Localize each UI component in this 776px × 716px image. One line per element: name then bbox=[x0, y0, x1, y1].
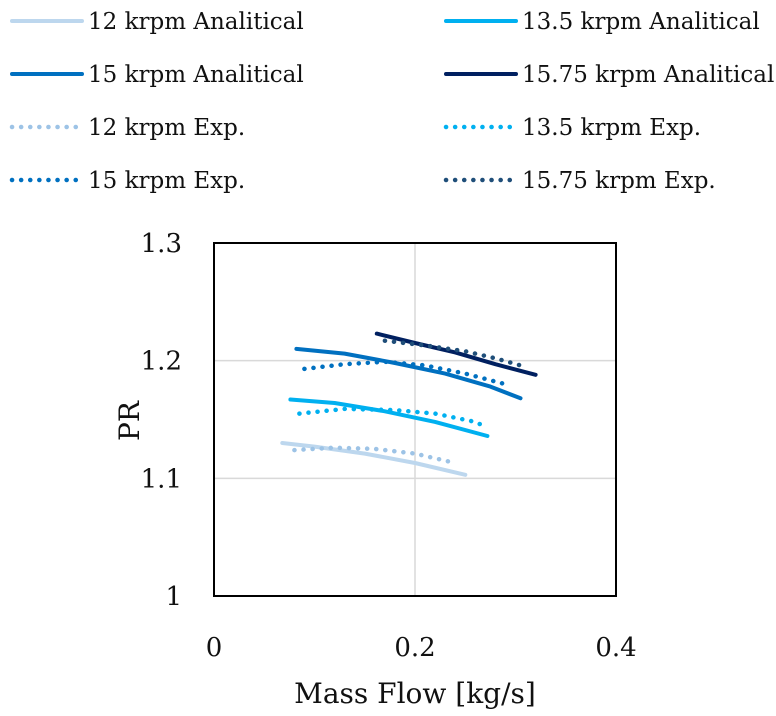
legend-label: 12 krpm Analitical bbox=[88, 9, 304, 35]
x-tick-label: 0.2 bbox=[394, 633, 435, 663]
legend-label: 15 krpm Analitical bbox=[88, 62, 304, 88]
x-tick-label: 0 bbox=[206, 633, 223, 663]
plot-area-frame bbox=[213, 242, 617, 597]
series-line-1 bbox=[280, 441, 468, 477]
series-line-5 bbox=[292, 445, 458, 466]
y-tick-label: 1.1 bbox=[141, 464, 182, 494]
legend-label: 15.75 krpm Exp. bbox=[522, 168, 716, 194]
legend-label: 13.5 krpm Exp. bbox=[522, 115, 701, 141]
series-line-4 bbox=[374, 331, 538, 377]
legend-label: 15.75 krpm Analitical bbox=[522, 62, 774, 88]
y-axis-title: PR bbox=[113, 400, 146, 441]
legend-label: 13.5 krpm Analitical bbox=[522, 9, 760, 35]
legend-label: 12 krpm Exp. bbox=[88, 115, 245, 141]
legend-label: 15 krpm Exp. bbox=[88, 168, 245, 194]
y-tick-label: 1.2 bbox=[141, 347, 182, 377]
series-line-2 bbox=[288, 397, 490, 438]
y-tick-label: 1 bbox=[165, 582, 182, 612]
y-tick-label: 1.3 bbox=[141, 229, 182, 259]
series-line-8 bbox=[382, 338, 523, 368]
x-axis-title: Mass Flow [kg/s] bbox=[294, 677, 536, 710]
series-line-6 bbox=[297, 406, 490, 430]
series-line-3 bbox=[294, 346, 523, 401]
x-tick-label: 0.4 bbox=[595, 633, 636, 663]
series-line-7 bbox=[302, 359, 508, 387]
